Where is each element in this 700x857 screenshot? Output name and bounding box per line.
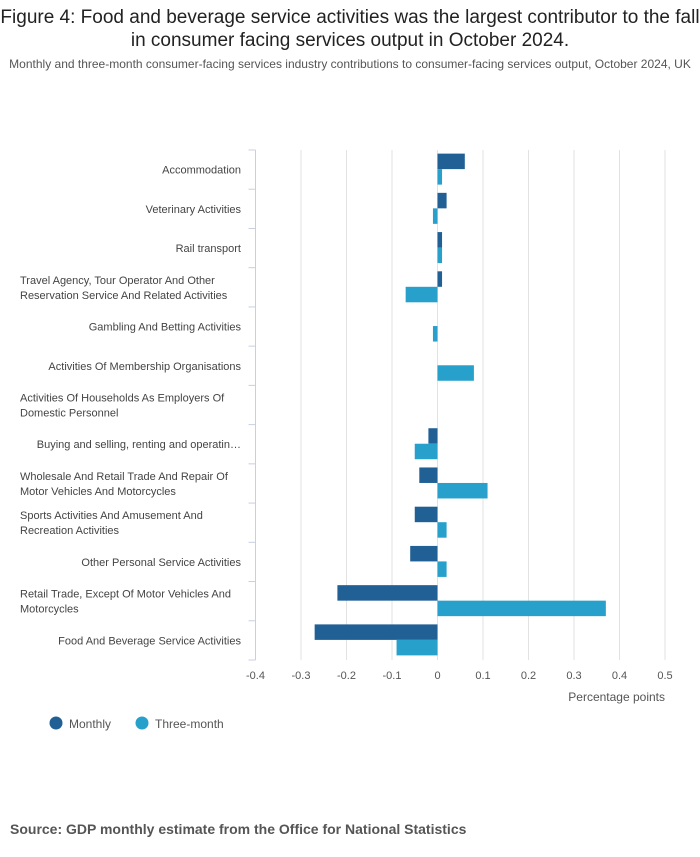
x-tick-label: 0 [434, 670, 440, 682]
bar-monthly [337, 585, 438, 601]
chart-title: Figure 4: Food and beverage service acti… [0, 7, 700, 51]
bar-three-month [405, 286, 438, 303]
bar-monthly [437, 271, 443, 287]
x-tick-label: -0.4 [246, 670, 265, 682]
category-label: Reservation Service And Related Activiti… [20, 290, 228, 302]
category-label: Wholesale And Retail Trade And Repair Of [20, 471, 229, 483]
category-label: Recreation Activities [20, 525, 120, 537]
x-tick-label: 0.2 [521, 670, 536, 682]
category-label: Motor Vehicles And Motorcycles [20, 486, 176, 498]
legend-label: Monthly [69, 717, 111, 731]
x-axis-label: Percentage points [568, 690, 665, 704]
category-label: Accommodation [162, 165, 241, 177]
category-label: Gambling And Betting Activities [89, 322, 242, 334]
x-tick-label: 0.1 [475, 670, 490, 682]
category-label: Sports Activities And Amusement And [20, 510, 203, 522]
bar-three-month [437, 561, 447, 577]
category-label: Activities Of Membership Organisations [48, 361, 241, 373]
category-label: Motorcycles [20, 604, 79, 616]
chart-subtitle: Monthly and three-month consumer-facing … [9, 57, 691, 71]
x-tick-label: 0.4 [612, 670, 627, 682]
bar-three-month [437, 522, 447, 538]
bar-three-month [432, 326, 438, 342]
category-label: Activities Of Households As Employers Of [20, 393, 225, 405]
category-label: Domestic Personnel [20, 408, 118, 420]
x-tick-label: 0.3 [566, 670, 581, 682]
legend-marker [49, 716, 63, 730]
bar-three-month [414, 443, 438, 460]
category-label: Other Personal Service Activities [81, 557, 241, 569]
source-note: Source: GDP monthly estimate from the Of… [10, 821, 467, 837]
category-label: Rail transport [176, 243, 241, 255]
bar-monthly [314, 624, 438, 640]
category-label: Buying and selling, renting and operatin… [37, 439, 241, 451]
category-label: Food And Beverage Service Activities [58, 635, 241, 647]
x-tick-label: -0.2 [337, 670, 356, 682]
bar-monthly [419, 467, 438, 483]
bar-monthly [437, 153, 465, 170]
bar-monthly [414, 506, 438, 523]
bar-three-month [437, 169, 443, 185]
bar-three-month [437, 365, 474, 381]
bar-monthly [437, 192, 447, 209]
bar-monthly [437, 232, 443, 248]
bar-three-month [437, 482, 488, 499]
x-tick-label: 0.5 [657, 670, 672, 682]
bar-three-month [396, 639, 438, 656]
legend-label: Three-month [155, 717, 224, 731]
legend-marker [135, 716, 149, 730]
category-label: Veterinary Activities [146, 204, 242, 216]
bar-monthly [410, 545, 438, 562]
category-label: Retail Trade, Except Of Motor Vehicles A… [20, 589, 231, 601]
category-label: Travel Agency, Tour Operator And Other [20, 275, 215, 287]
x-tick-label: -0.3 [292, 670, 311, 682]
bar-three-month [437, 600, 606, 617]
x-tick-label: -0.1 [383, 670, 402, 682]
bar-monthly [428, 428, 438, 444]
bar-three-month [432, 208, 438, 224]
bar-chart: -0.4 -0.3 -0.2 -0.1 0 0.1 0.2 0.3 0.4 0.5 Accommod… [20, 149, 673, 731]
bar-three-month [437, 247, 443, 264]
